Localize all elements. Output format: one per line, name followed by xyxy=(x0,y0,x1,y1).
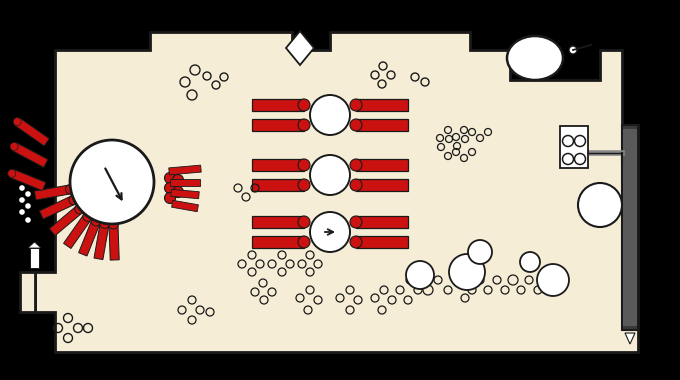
Circle shape xyxy=(25,203,31,209)
Bar xyxy=(252,179,304,191)
Circle shape xyxy=(298,179,310,191)
Circle shape xyxy=(350,179,362,191)
Polygon shape xyxy=(170,179,200,185)
Circle shape xyxy=(569,46,577,54)
Circle shape xyxy=(165,193,175,204)
Bar xyxy=(252,159,304,171)
Circle shape xyxy=(66,184,75,194)
Bar xyxy=(252,99,304,111)
Bar xyxy=(356,179,408,191)
Polygon shape xyxy=(625,333,635,344)
Circle shape xyxy=(19,209,24,215)
Circle shape xyxy=(520,252,540,272)
Polygon shape xyxy=(171,189,199,199)
Polygon shape xyxy=(35,185,69,200)
Circle shape xyxy=(350,99,362,111)
Bar xyxy=(356,119,408,131)
Circle shape xyxy=(70,140,154,224)
Circle shape xyxy=(350,159,362,171)
Polygon shape xyxy=(20,272,35,312)
Circle shape xyxy=(83,211,93,222)
Circle shape xyxy=(91,216,101,226)
Bar xyxy=(252,119,304,131)
Polygon shape xyxy=(12,142,48,168)
Circle shape xyxy=(13,118,21,126)
Circle shape xyxy=(19,197,24,203)
Polygon shape xyxy=(50,207,81,236)
Circle shape xyxy=(298,236,310,248)
Circle shape xyxy=(449,254,485,290)
Bar xyxy=(623,129,637,326)
Polygon shape xyxy=(286,31,314,65)
Bar xyxy=(252,216,304,228)
Circle shape xyxy=(173,187,184,198)
Circle shape xyxy=(298,119,310,131)
Circle shape xyxy=(25,191,31,197)
Circle shape xyxy=(7,169,16,177)
Polygon shape xyxy=(109,226,119,260)
Polygon shape xyxy=(79,221,100,256)
Bar xyxy=(622,125,638,330)
Circle shape xyxy=(75,204,85,214)
Polygon shape xyxy=(171,200,199,212)
Circle shape xyxy=(350,119,362,131)
Bar xyxy=(30,248,39,268)
Polygon shape xyxy=(169,165,201,175)
Circle shape xyxy=(468,240,492,264)
Polygon shape xyxy=(63,215,90,249)
Circle shape xyxy=(165,182,175,193)
Polygon shape xyxy=(35,32,638,352)
Circle shape xyxy=(298,216,310,228)
Circle shape xyxy=(310,212,350,252)
Circle shape xyxy=(173,174,184,185)
Circle shape xyxy=(109,219,118,229)
Polygon shape xyxy=(15,118,50,146)
Circle shape xyxy=(350,236,362,248)
Circle shape xyxy=(10,142,18,150)
Circle shape xyxy=(406,261,434,289)
Bar xyxy=(356,216,408,228)
Polygon shape xyxy=(94,225,109,260)
Circle shape xyxy=(69,195,79,205)
Bar xyxy=(560,126,588,168)
Ellipse shape xyxy=(507,36,563,80)
Circle shape xyxy=(298,99,310,111)
Bar xyxy=(252,236,304,248)
Circle shape xyxy=(350,216,362,228)
Circle shape xyxy=(100,218,109,228)
Polygon shape xyxy=(39,196,74,219)
Polygon shape xyxy=(10,169,46,191)
Circle shape xyxy=(310,95,350,135)
Polygon shape xyxy=(28,242,41,248)
Circle shape xyxy=(310,155,350,195)
Bar xyxy=(356,99,408,111)
Bar xyxy=(356,236,408,248)
Circle shape xyxy=(165,173,175,184)
Circle shape xyxy=(298,159,310,171)
Circle shape xyxy=(537,264,569,296)
Circle shape xyxy=(25,217,31,223)
Circle shape xyxy=(19,185,24,191)
Circle shape xyxy=(578,183,622,227)
Bar xyxy=(356,159,408,171)
